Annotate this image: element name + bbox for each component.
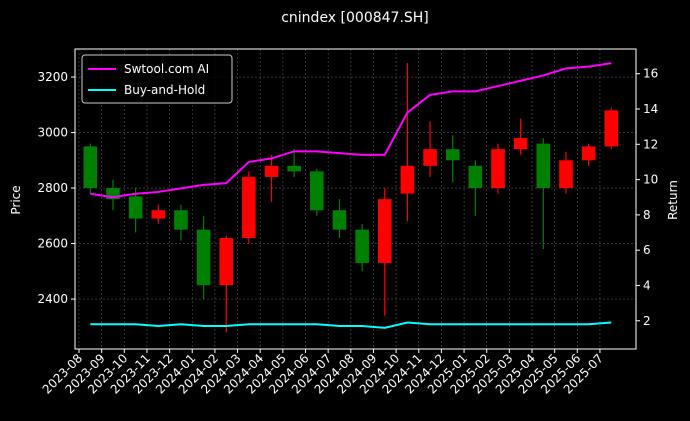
candle-body [536,143,551,189]
y2-tick-label: 8 [643,208,651,222]
candle-body [513,138,528,150]
y2-tick-label: 12 [643,137,658,151]
candle-body [559,160,573,189]
candle-body [174,210,188,230]
return-line [90,321,612,329]
legend-label: Buy-and-Hold [124,83,205,97]
candle-body [332,210,347,230]
y-tick-label: 3200 [37,70,68,84]
candle-body [445,149,460,161]
y2-tick-label: 4 [643,278,651,292]
candle-body [468,165,483,189]
plot-frame [74,48,637,350]
candle-body [242,176,256,238]
y2-axis-label: Return [666,180,680,220]
legend-box [81,54,233,104]
candle-body [377,199,392,263]
candle-body [400,165,415,194]
candle-body [264,165,279,177]
candle-body [604,110,619,147]
candle-body [581,146,596,161]
candle-body [151,210,166,219]
y2-tick-label: 6 [643,243,651,257]
return-line [90,62,612,199]
y2-tick-label: 2 [643,314,651,328]
candle-body [128,196,143,219]
y2-tick-label: 16 [643,67,658,81]
y-tick-label: 2600 [37,237,68,251]
legend-label: Swtool.com AI [124,62,209,76]
y-axis-label: Price [9,185,23,214]
chart-title: cnindex [000847.SH] [281,10,429,26]
candle-body [423,149,437,166]
candle-body [196,229,211,286]
candle-body [491,149,505,189]
y2-tick-label: 10 [643,173,658,187]
y2-tick-label: 14 [643,102,658,116]
candle-body [355,229,369,263]
y-tick-label: 3000 [37,126,68,140]
candle-body [106,188,120,200]
y-tick-label: 2400 [37,292,68,306]
candle-body [219,237,234,286]
y-tick-label: 2800 [37,181,68,195]
candle-body [310,171,324,211]
candle-body [83,146,98,189]
candle-body [287,165,301,172]
